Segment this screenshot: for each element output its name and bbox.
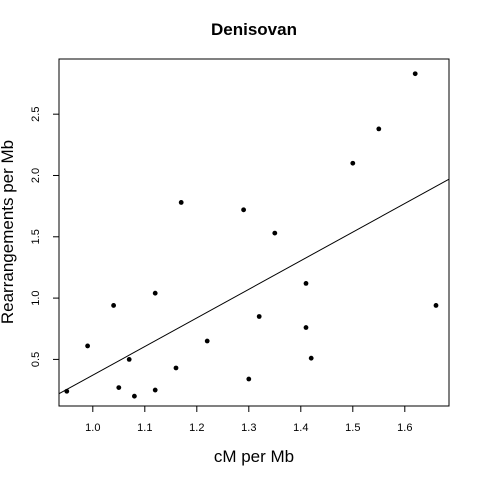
x-axis: 1.0 1.1 1.2 1.3 1.4 1.5 1.6 (85, 406, 412, 434)
data-point (303, 325, 309, 330)
data-point (132, 393, 137, 399)
y-tick-label: 2.5 (30, 107, 42, 122)
x-tick-label: 1.2 (189, 422, 204, 434)
x-tick-label: 1.4 (293, 422, 308, 434)
plot-frame (58, 58, 450, 407)
data-point (308, 355, 314, 361)
x-tick-label: 1.6 (397, 422, 412, 434)
data-point (152, 387, 158, 393)
data-point (376, 126, 382, 132)
data-point (303, 280, 309, 286)
x-tick-label: 1.1 (137, 422, 152, 434)
data-point (85, 343, 90, 349)
data-point (272, 230, 278, 236)
data-point (241, 207, 247, 213)
y-tick-label: 1.0 (30, 290, 42, 305)
data-point (246, 376, 252, 382)
data-point (116, 385, 122, 391)
x-tick-label: 1.3 (241, 422, 256, 434)
y-tick-label: 1.5 (30, 229, 42, 244)
data-point (173, 365, 179, 371)
y-axis: 0.5 1.0 1.5 2.0 2.5 (30, 107, 59, 367)
x-tick-label: 1.0 (85, 422, 100, 434)
x-tick-label: 1.5 (345, 422, 360, 434)
y-axis-label: Rearrangements per Mb (0, 140, 17, 324)
data-points (64, 71, 439, 399)
data-point (111, 303, 116, 308)
chart-title: Denisovan (211, 20, 297, 39)
y-tick-label: 0.5 (30, 352, 42, 367)
data-point (126, 357, 132, 362)
regression-line (58, 178, 450, 395)
data-point (256, 314, 262, 319)
data-point (152, 290, 158, 296)
data-point (204, 338, 210, 344)
data-point (350, 160, 356, 166)
data-point (433, 303, 439, 308)
x-axis-label: cM per Mb (214, 447, 294, 466)
y-tick-label: 2.0 (30, 168, 42, 183)
data-point (178, 200, 184, 205)
data-point (412, 71, 418, 77)
